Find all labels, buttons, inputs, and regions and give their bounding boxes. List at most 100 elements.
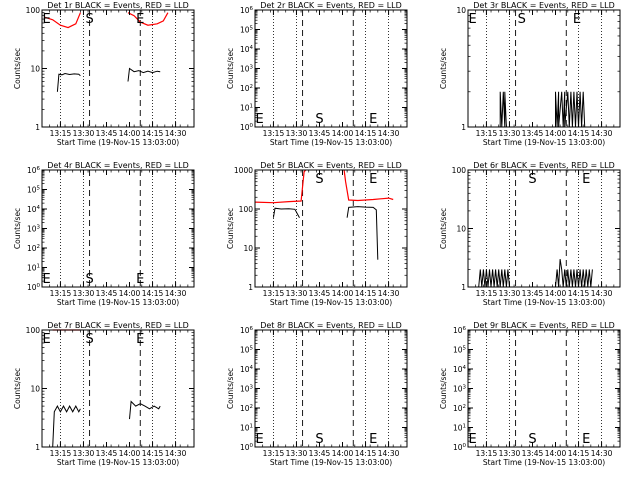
x-tick-label: 13:30 [499, 449, 521, 458]
y-tick-label: 104 [240, 365, 254, 374]
marker-e: E [582, 172, 590, 187]
x-tick-label: 13:45 [309, 449, 331, 458]
marker-s: S [528, 172, 536, 187]
series-events-black [127, 67, 161, 82]
y-tick-label: 101 [453, 424, 466, 433]
x-tick-label: 13:45 [522, 449, 544, 458]
panel-det-8r: Det 8r BLACK = Events, RED = LLD 100 101 10… [226, 321, 408, 467]
panel-title: Det 8r BLACK = Events, RED = LLD [260, 321, 402, 330]
panel-title: Det 3r BLACK = Events, RED = LLD [473, 1, 615, 10]
marker-e: E [136, 12, 144, 27]
y-tick-label: 100 [27, 283, 41, 292]
marker-e: E [42, 272, 50, 287]
x-tick-label: 14:30 [591, 289, 613, 298]
y-tick-label: 100 [240, 123, 254, 132]
x-tick-label: 13:30 [73, 129, 95, 138]
x-tick-label: 13:15 [50, 289, 72, 298]
y-tick-label: 100 [453, 443, 467, 452]
marker-e: E [42, 332, 50, 347]
panel-det-4r: Det 4r BLACK = Events, RED = LLD 100 101 10… [13, 161, 195, 307]
y-tick-label: 1 [35, 123, 40, 132]
marker-e: E [468, 432, 476, 447]
panel-det-6r: Det 6r BLACK = Events, RED = LLD 1 10 100 13… [439, 161, 621, 307]
panel-title: Det 2r BLACK = Events, RED = LLD [260, 1, 402, 10]
marker-s: S [85, 332, 93, 347]
x-tick-label: 14:30 [378, 289, 400, 298]
x-axis-label: Start Time (19-Nov-15 13:03:00) [483, 298, 605, 307]
y-tick-label: 104 [453, 365, 467, 374]
x-tick-label: 13:15 [263, 129, 285, 138]
panel-det-5r: Det 5r BLACK = Events, RED = LLD 1 10 100 10… [226, 161, 408, 307]
y-tick-label: 100 [26, 326, 41, 335]
y-tick-label: 10 [243, 244, 253, 253]
y-tick-label: 100 [239, 205, 254, 214]
x-tick-label: 13:15 [476, 289, 498, 298]
marker-e: E [255, 432, 263, 447]
panel-title: Det 6r BLACK = Events, RED = LLD [473, 161, 615, 170]
y-tick-label: 100 [26, 6, 41, 15]
series-events-black [52, 405, 81, 448]
x-tick-label: 14:00 [545, 129, 567, 138]
x-tick-label: 14:15 [355, 289, 377, 298]
x-tick-label: 14:00 [545, 449, 567, 458]
y-tick-label: 102 [27, 244, 40, 253]
y-tick-label: 105 [453, 346, 467, 355]
y-tick-label: 105 [240, 26, 254, 35]
x-tick-label: 14:15 [142, 129, 164, 138]
plot-frame [467, 9, 621, 128]
y-tick-label: 10 [456, 6, 466, 15]
x-tick-label: 14:00 [332, 289, 354, 298]
y-tick-label: 1 [461, 283, 466, 292]
plot-frame [254, 9, 408, 128]
panel-title: Det 5r BLACK = Events, RED = LLD [260, 161, 402, 170]
x-tick-label: 14:00 [119, 289, 141, 298]
x-axis-label: Start Time (19-Nov-15 13:03:00) [270, 138, 392, 147]
x-tick-label: 14:15 [568, 289, 590, 298]
y-tick-label: 103 [27, 225, 41, 234]
x-tick-label: 14:30 [378, 129, 400, 138]
y-tick-label: 104 [240, 45, 254, 54]
series-events-black [555, 91, 586, 128]
marker-e: E [573, 12, 581, 27]
plot-frame [254, 169, 408, 288]
x-tick-label: 14:15 [568, 129, 590, 138]
x-tick-label: 13:45 [96, 129, 118, 138]
x-tick-label: 13:45 [522, 129, 544, 138]
y-axis-label: Counts/sec [439, 48, 448, 89]
x-tick-label: 13:15 [263, 289, 285, 298]
y-axis-label: Counts/sec [13, 368, 22, 409]
marker-e: E [42, 12, 50, 27]
series-lld-red [254, 169, 307, 204]
x-tick-label: 14:00 [332, 129, 354, 138]
x-axis-label: Start Time (19-Nov-15 13:03:00) [483, 138, 605, 147]
marker-e: E [369, 172, 377, 187]
y-axis-label: Counts/sec [439, 368, 448, 409]
y-tick-label: 1 [248, 283, 253, 292]
series-events-black [346, 206, 379, 260]
y-axis-label: Counts/sec [13, 48, 22, 89]
plot-frame [467, 169, 621, 288]
marker-s: S [518, 12, 526, 27]
x-tick-label: 13:15 [50, 449, 72, 458]
y-tick-label: 103 [240, 385, 254, 394]
x-axis-label: Start Time (19-Nov-15 13:03:00) [57, 298, 179, 307]
x-tick-label: 13:30 [73, 289, 95, 298]
plot-frame [254, 329, 408, 448]
series-lld-red [127, 12, 169, 26]
x-tick-label: 14:30 [165, 289, 187, 298]
panel-det-9r: Det 9r BLACK = Events, RED = LLD 100 101 10… [439, 321, 621, 467]
marker-s: S [315, 432, 323, 447]
y-tick-label: 106 [240, 326, 254, 335]
x-axis-label: Start Time (19-Nov-15 13:03:00) [57, 458, 179, 467]
x-axis-label: Start Time (19-Nov-15 13:03:00) [57, 138, 179, 147]
y-tick-label: 106 [453, 326, 467, 335]
y-tick-label: 102 [453, 404, 466, 413]
y-tick-label: 10 [30, 385, 40, 394]
marker-e: E [369, 112, 377, 127]
y-tick-label: 101 [27, 264, 40, 273]
x-tick-label: 13:30 [286, 449, 308, 458]
y-tick-label: 105 [240, 346, 254, 355]
y-tick-label: 100 [240, 443, 254, 452]
marker-s: S [315, 172, 323, 187]
y-tick-label: 104 [27, 205, 41, 214]
